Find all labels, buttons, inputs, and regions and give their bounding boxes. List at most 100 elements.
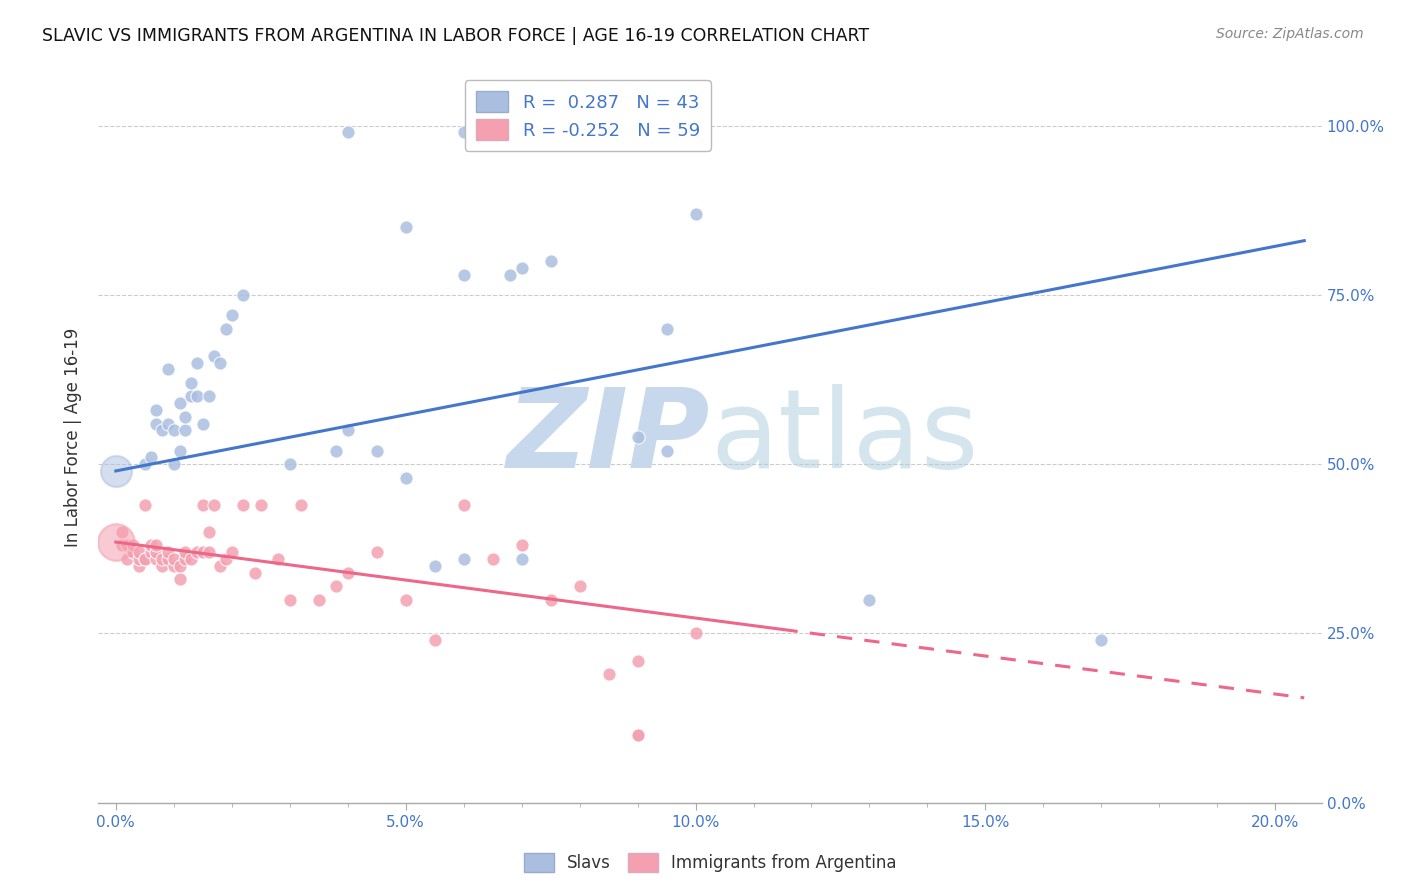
- Point: [685, 206, 707, 220]
- Point: [134, 498, 156, 512]
- Text: Source: ZipAtlas.com: Source: ZipAtlas.com: [1216, 27, 1364, 41]
- Point: [395, 471, 418, 485]
- Point: [366, 545, 388, 559]
- Point: [685, 626, 707, 640]
- Point: [180, 389, 202, 403]
- Point: [122, 545, 145, 559]
- Point: [186, 355, 208, 369]
- Point: [169, 396, 191, 410]
- Point: [221, 545, 243, 559]
- Y-axis label: In Labor Force | Age 16-19: In Labor Force | Age 16-19: [65, 327, 83, 547]
- Point: [1090, 633, 1112, 648]
- Point: [139, 545, 162, 559]
- Point: [626, 728, 648, 742]
- Point: [540, 254, 562, 268]
- Point: [249, 498, 271, 512]
- Point: [174, 409, 197, 424]
- Point: [156, 417, 179, 431]
- Point: [655, 443, 678, 458]
- Point: [499, 268, 522, 282]
- Point: [145, 417, 167, 431]
- Point: [163, 558, 186, 573]
- Point: [174, 545, 197, 559]
- Point: [325, 579, 347, 593]
- Point: [169, 572, 191, 586]
- Point: [145, 538, 167, 552]
- Point: [145, 545, 167, 559]
- Point: [145, 552, 167, 566]
- Legend: Slavs, Immigrants from Argentina: Slavs, Immigrants from Argentina: [517, 846, 903, 879]
- Point: [163, 423, 186, 437]
- Point: [122, 538, 145, 552]
- Point: [453, 552, 475, 566]
- Point: [174, 423, 197, 437]
- Point: [122, 545, 145, 559]
- Point: [232, 498, 254, 512]
- Point: [174, 552, 197, 566]
- Point: [290, 498, 312, 512]
- Point: [117, 552, 139, 566]
- Point: [169, 558, 191, 573]
- Point: [366, 443, 388, 458]
- Point: [110, 538, 132, 552]
- Point: [626, 125, 648, 139]
- Point: [110, 524, 132, 539]
- Point: [186, 389, 208, 403]
- Point: [267, 552, 290, 566]
- Point: [134, 552, 156, 566]
- Text: SLAVIC VS IMMIGRANTS FROM ARGENTINA IN LABOR FORCE | AGE 16-19 CORRELATION CHART: SLAVIC VS IMMIGRANTS FROM ARGENTINA IN L…: [42, 27, 869, 45]
- Point: [685, 132, 707, 146]
- Point: [156, 545, 179, 559]
- Point: [191, 498, 214, 512]
- Point: [568, 579, 591, 593]
- Point: [117, 538, 139, 552]
- Point: [626, 430, 648, 444]
- Point: [453, 498, 475, 512]
- Point: [150, 552, 173, 566]
- Point: [202, 498, 225, 512]
- Point: [139, 538, 162, 552]
- Point: [191, 417, 214, 431]
- Point: [104, 535, 127, 549]
- Point: [128, 558, 150, 573]
- Point: [163, 457, 186, 471]
- Text: atlas: atlas: [710, 384, 979, 491]
- Point: [202, 349, 225, 363]
- Point: [395, 220, 418, 235]
- Point: [325, 443, 347, 458]
- Point: [308, 592, 330, 607]
- Point: [145, 403, 167, 417]
- Point: [150, 423, 173, 437]
- Point: [243, 566, 266, 580]
- Point: [197, 524, 219, 539]
- Point: [598, 667, 620, 681]
- Point: [336, 566, 359, 580]
- Point: [395, 592, 418, 607]
- Point: [186, 545, 208, 559]
- Point: [169, 443, 191, 458]
- Point: [221, 308, 243, 322]
- Point: [209, 355, 232, 369]
- Point: [156, 362, 179, 376]
- Text: ZIP: ZIP: [506, 384, 710, 491]
- Point: [278, 457, 301, 471]
- Point: [134, 552, 156, 566]
- Point: [180, 552, 202, 566]
- Point: [655, 322, 678, 336]
- Point: [510, 260, 533, 275]
- Point: [510, 538, 533, 552]
- Point: [197, 389, 219, 403]
- Point: [481, 552, 503, 566]
- Point: [423, 558, 446, 573]
- Point: [134, 457, 156, 471]
- Point: [540, 592, 562, 607]
- Point: [128, 552, 150, 566]
- Point: [278, 592, 301, 607]
- Point: [423, 633, 446, 648]
- Point: [626, 654, 648, 668]
- Point: [197, 545, 219, 559]
- Point: [139, 450, 162, 465]
- Point: [215, 322, 238, 336]
- Point: [215, 552, 238, 566]
- Point: [336, 423, 359, 437]
